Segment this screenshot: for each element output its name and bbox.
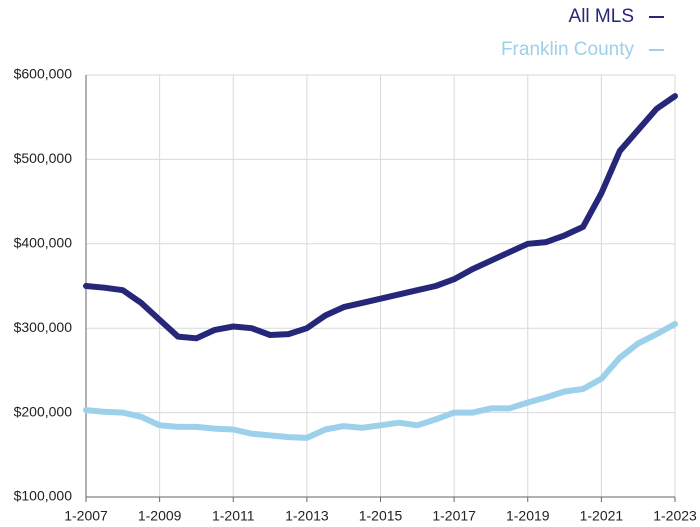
x-tick-label: 1-2023 bbox=[653, 508, 697, 524]
y-tick-label: $200,000 bbox=[14, 403, 73, 419]
x-tick-label: 1-2011 bbox=[212, 508, 255, 524]
x-tick-label: 1-2013 bbox=[285, 508, 329, 524]
legend-label: Franklin County bbox=[501, 39, 635, 60]
x-tick-label: 1-2009 bbox=[138, 508, 182, 524]
y-tick-label: $100,000 bbox=[14, 488, 73, 504]
data-line bbox=[83, 93, 678, 342]
y-tick-label: $300,000 bbox=[14, 319, 73, 335]
legend-label: All MLS bbox=[569, 6, 634, 27]
x-tick-label: 1-2021 bbox=[580, 508, 624, 524]
x-tick-label: 1-2015 bbox=[359, 508, 403, 524]
y-tick-label: $400,000 bbox=[14, 235, 73, 251]
data-line bbox=[83, 321, 678, 441]
y-tick-label: $600,000 bbox=[14, 66, 73, 82]
y-tick-label: $500,000 bbox=[14, 150, 73, 166]
x-tick-label: 1-2017 bbox=[432, 508, 476, 524]
x-tick-label: 1-2019 bbox=[506, 508, 550, 524]
x-tick-label: 1-2007 bbox=[64, 508, 108, 524]
